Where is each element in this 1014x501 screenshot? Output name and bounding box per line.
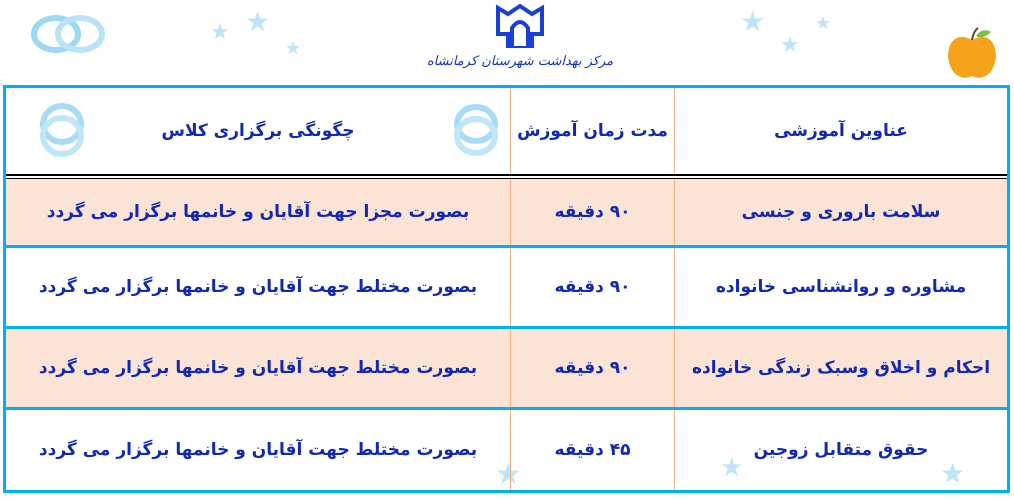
column-header-format: چگونگی برگزاری کلاس (6, 88, 510, 174)
table-header-row: عناوین آموزشی مدت زمان آموزش چگونگی برگز… (6, 88, 1007, 174)
wedding-rings-icon (31, 15, 105, 53)
row-divider (6, 326, 1007, 329)
row-duration: ۹۰ دقیقه (510, 329, 674, 407)
star-icon: ★ (940, 457, 966, 490)
header-double-divider (6, 174, 1007, 176)
row-format: بصورت مختلط جهت آقایان و خانمها برگزار م… (38, 358, 478, 378)
star-icon: ★ (245, 5, 271, 38)
row-duration: ۹۰ دقیقه (510, 248, 674, 326)
training-table: عناوین آموزشی مدت زمان آموزش چگونگی برگز… (3, 85, 1010, 493)
table-row: احکام و اخلاق وسبک زندگی خانواده ۹۰ دقیق… (6, 329, 1007, 407)
row-divider (6, 407, 1007, 410)
star-icon: ★ (780, 33, 800, 58)
apple-icon (948, 27, 996, 78)
table-row: سلامت باروری و جنسی ۹۰ دقیقه بصورت مجزا … (6, 179, 1007, 245)
column-header-format-label: چگونگی برگزاری کلاس (161, 121, 355, 141)
star-icon: ★ (285, 38, 302, 59)
table-row: حقوق متقابل زوجین ۴۵ دقیقه بصورت مختلط ج… (6, 410, 1007, 490)
wedding-rings-icon (454, 104, 498, 156)
star-icon: ★ (740, 5, 766, 38)
organization-name: مرکز بهداشت شهرستان کرمانشاه (426, 54, 614, 69)
header-double-divider (6, 178, 1007, 179)
row-topic: سلامت باروری و جنسی (674, 179, 1007, 245)
star-icon: ★ (720, 453, 744, 483)
row-duration: ۴۵ دقیقه (510, 410, 674, 490)
row-format: بصورت مختلط جهت آقایان و خانمها برگزار م… (38, 277, 478, 297)
star-icon: ★ (815, 13, 832, 34)
row-duration: ۹۰ دقیقه (510, 179, 674, 245)
table-row: مشاوره و روانشناسی خانواده ۹۰ دقیقه بصور… (6, 248, 1007, 326)
row-topic: احکام و اخلاق وسبک زندگی خانواده (674, 329, 1007, 407)
star-icon: ★ (495, 457, 522, 492)
row-format: بصورت مجزا جهت آقایان و خانمها برگزار می… (46, 202, 470, 222)
wedding-rings-icon (40, 103, 84, 157)
row-format: بصورت مختلط جهت آقایان و خانمها برگزار م… (38, 440, 478, 460)
star-icon: ★ (210, 20, 230, 45)
row-topic: مشاوره و روانشناسی خانواده (674, 248, 1007, 326)
row-topic: حقوق متقابل زوجین (674, 410, 1007, 490)
column-header-topic: عناوین آموزشی (674, 88, 1007, 174)
row-divider (6, 245, 1007, 248)
column-header-duration: مدت زمان آموزش (510, 88, 674, 174)
university-logo-icon (496, 4, 544, 48)
